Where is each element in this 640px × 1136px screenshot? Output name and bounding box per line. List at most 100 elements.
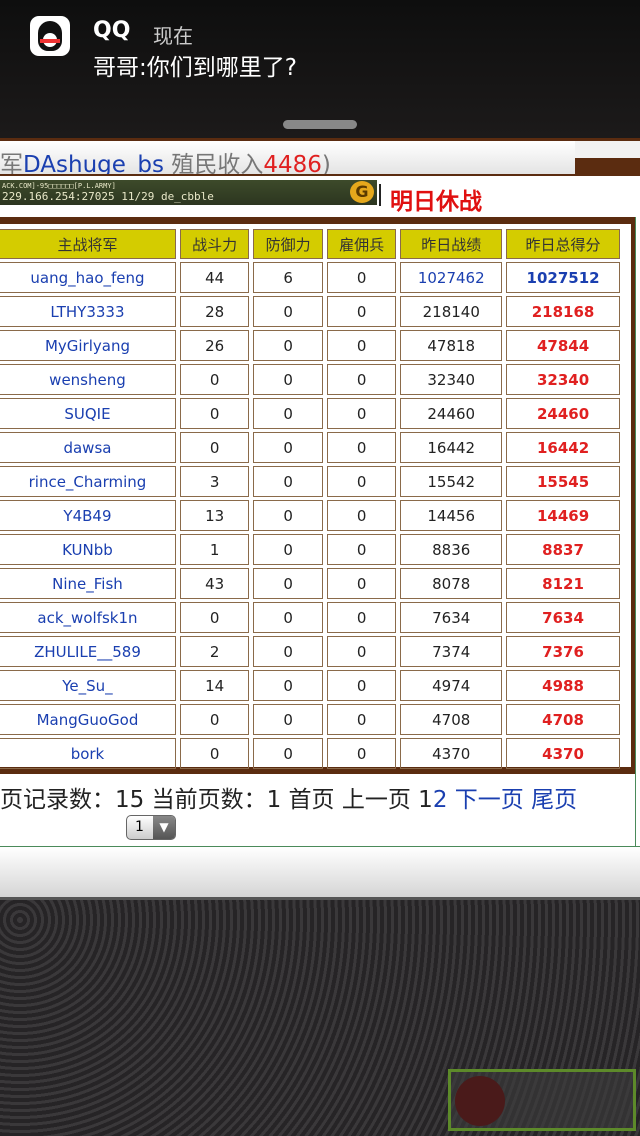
records-count: 15 bbox=[115, 787, 145, 813]
mercenary-cell: 0 bbox=[326, 738, 397, 769]
header-prefix: 军 bbox=[0, 152, 23, 176]
yesterday-record-cell[interactable]: 8078 bbox=[400, 568, 503, 599]
yesterday-record-cell[interactable]: 1027462 bbox=[400, 262, 503, 293]
first-page: 首页 bbox=[288, 787, 335, 813]
defense-cell: 0 bbox=[253, 534, 323, 565]
chevron-down-icon: ▼ bbox=[153, 816, 175, 839]
yesterday-record-cell[interactable]: 47818 bbox=[400, 330, 503, 361]
attack-cell: 14 bbox=[179, 670, 250, 701]
table-row: Nine_Fish 43 0 0 8078 8121 bbox=[0, 568, 620, 599]
last-page-link[interactable]: 尾页 bbox=[531, 787, 578, 813]
table-row: Ye_Su_ 14 0 0 4974 4988 bbox=[0, 670, 620, 701]
defense-cell: 0 bbox=[253, 568, 323, 599]
table-row: SUQIE 0 0 0 24460 24460 bbox=[0, 398, 620, 429]
col-defense: 防御力 bbox=[253, 229, 323, 259]
col-yesterday-score: 昨日总得分 bbox=[506, 229, 620, 259]
player-name-cell[interactable]: bork bbox=[0, 738, 176, 769]
attack-cell: 0 bbox=[179, 738, 250, 769]
yesterday-score-cell: 4708 bbox=[506, 704, 620, 735]
income-label: 殖民收入 bbox=[171, 152, 264, 176]
player-name-cell[interactable]: LTHY3333 bbox=[0, 296, 176, 327]
player-name-cell[interactable]: dawsa bbox=[0, 432, 176, 463]
attack-cell: 2 bbox=[179, 636, 250, 667]
mercenary-cell: 0 bbox=[326, 262, 397, 293]
yesterday-record-cell[interactable]: 218140 bbox=[400, 296, 503, 327]
attack-cell: 43 bbox=[179, 568, 250, 599]
player-name-cell[interactable]: Y4B49 bbox=[0, 500, 176, 531]
mercenary-cell: 0 bbox=[326, 398, 397, 429]
yesterday-score-cell: 4370 bbox=[506, 738, 620, 769]
player-name-cell[interactable]: Ye_Su_ bbox=[0, 670, 176, 701]
player-name-cell[interactable]: KUNbb bbox=[0, 534, 176, 565]
yesterday-record-cell[interactable]: 14456 bbox=[400, 500, 503, 531]
notification-drag-handle[interactable] bbox=[283, 120, 357, 129]
defense-cell: 0 bbox=[253, 636, 323, 667]
yesterday-score-cell: 4988 bbox=[506, 670, 620, 701]
col-yesterday-record: 昨日战绩 bbox=[400, 229, 503, 259]
player-name-cell[interactable]: wensheng bbox=[0, 364, 176, 395]
yesterday-record-cell[interactable]: 4708 bbox=[400, 704, 503, 735]
table-row: bork 0 0 0 4370 4370 bbox=[0, 738, 620, 769]
yesterday-record-cell[interactable]: 16442 bbox=[400, 432, 503, 463]
table-row: ack_wolfsk1n 0 0 0 7634 7634 bbox=[0, 602, 620, 633]
mercenary-cell: 0 bbox=[326, 466, 397, 497]
table-row: ZHULILE__589 2 0 0 7374 7376 bbox=[0, 636, 620, 667]
table-header: 主战将军 战斗力 防御力 雇佣兵 昨日战绩 昨日总得分 bbox=[0, 229, 620, 259]
table-row: wensheng 0 0 0 32340 32340 bbox=[0, 364, 620, 395]
notification-app: QQ bbox=[93, 18, 131, 43]
defense-cell: 6 bbox=[253, 262, 323, 293]
records-label: 页记录数： bbox=[0, 787, 115, 813]
mercenary-cell: 0 bbox=[326, 670, 397, 701]
gametracker-icon: G bbox=[350, 181, 374, 203]
table-row: KUNbb 1 0 0 8836 8837 bbox=[0, 534, 620, 565]
player-name-cell[interactable]: ack_wolfsk1n bbox=[0, 602, 176, 633]
page-select-value: 1 bbox=[135, 819, 144, 835]
yesterday-score-cell: 14469 bbox=[506, 500, 620, 531]
yesterday-record-cell[interactable]: 15542 bbox=[400, 466, 503, 497]
yesterday-record-cell[interactable]: 4370 bbox=[400, 738, 503, 769]
defense-cell: 0 bbox=[253, 466, 323, 497]
header-player-name[interactable]: DAshuge_bs bbox=[23, 152, 165, 176]
header-suffix: ) bbox=[321, 152, 331, 176]
yesterday-record-cell[interactable]: 24460 bbox=[400, 398, 503, 429]
player-name-cell[interactable]: uang_hao_feng bbox=[0, 262, 176, 293]
player-name-cell[interactable]: ZHULILE__589 bbox=[0, 636, 176, 667]
defense-cell: 0 bbox=[253, 296, 323, 327]
mercenary-cell: 0 bbox=[326, 568, 397, 599]
defense-cell: 0 bbox=[253, 330, 323, 361]
yesterday-record-cell[interactable]: 4974 bbox=[400, 670, 503, 701]
banner-line1: ACK.COM]-95□□□□□□[P.L.ARMY] bbox=[2, 182, 116, 190]
yesterday-record-cell[interactable]: 8836 bbox=[400, 534, 503, 565]
attack-cell: 26 bbox=[179, 330, 250, 361]
player-name-cell[interactable]: rince_Charming bbox=[0, 466, 176, 497]
player-name-cell[interactable]: MangGuoGod bbox=[0, 704, 176, 735]
defense-cell: 0 bbox=[253, 704, 323, 735]
table-row: uang_hao_feng 44 6 0 1027462 1027512 bbox=[0, 262, 620, 293]
page-1: 1 bbox=[418, 787, 433, 813]
player-name-cell[interactable]: SUQIE bbox=[0, 398, 176, 429]
attack-cell: 3 bbox=[179, 466, 250, 497]
yesterday-score-cell: 7634 bbox=[506, 602, 620, 633]
col-attack: 战斗力 bbox=[179, 229, 250, 259]
next-page-link[interactable]: 下一页 bbox=[454, 787, 524, 813]
col-mercenary: 雇佣兵 bbox=[326, 229, 397, 259]
player-name-cell[interactable]: Nine_Fish bbox=[0, 568, 176, 599]
yesterday-score-cell: 32340 bbox=[506, 364, 620, 395]
current-page-label: 当前页数： bbox=[151, 787, 267, 813]
page-2-link[interactable]: 2 bbox=[432, 787, 448, 813]
yesterday-record-cell[interactable]: 7374 bbox=[400, 636, 503, 667]
attack-cell: 44 bbox=[179, 262, 250, 293]
yesterday-score-cell: 47844 bbox=[506, 330, 620, 361]
server-banner[interactable]: ACK.COM]-95□□□□□□[P.L.ARMY] 229.166.254:… bbox=[0, 180, 377, 205]
player-name-cell[interactable]: MyGirlyang bbox=[0, 330, 176, 361]
page-select[interactable]: 1 ▼ bbox=[126, 815, 176, 840]
table-row: LTHY3333 28 0 0 218140 218168 bbox=[0, 296, 620, 327]
yesterday-record-cell[interactable]: 7634 bbox=[400, 602, 503, 633]
notification-banner[interactable]: QQ 现在 哥哥:你们到哪里了? bbox=[0, 0, 640, 138]
defense-cell: 0 bbox=[253, 364, 323, 395]
status-text: 明日休战 bbox=[390, 189, 482, 215]
yesterday-record-cell[interactable]: 32340 bbox=[400, 364, 503, 395]
table-row: MyGirlyang 26 0 0 47818 47844 bbox=[0, 330, 620, 361]
col-general: 主战将军 bbox=[0, 229, 176, 259]
yesterday-score-cell: 16442 bbox=[506, 432, 620, 463]
